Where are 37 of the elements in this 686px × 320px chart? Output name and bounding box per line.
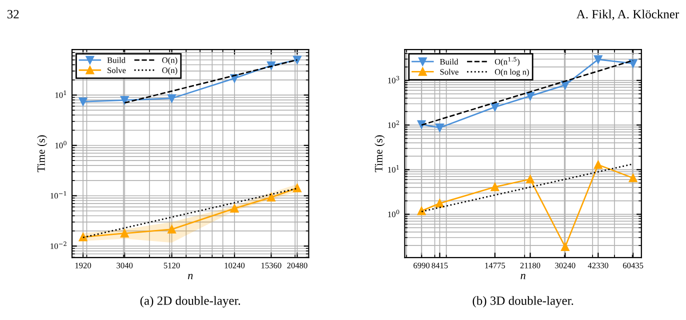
legend-label: Solve: [440, 68, 458, 75]
x-tick-label: 5120: [164, 262, 180, 268]
y-tick-label: 10$^{−1}$: [50, 191, 66, 199]
y-axis-title: Time (s): [374, 135, 385, 172]
y-tick-label: 10$^{1}$: [55, 90, 66, 98]
y-tick-label: 10$^{1}$: [388, 165, 399, 173]
x-tick-label: 20480: [287, 262, 308, 268]
x-tick-label: 30240: [555, 262, 576, 268]
x-tick-label: 6990: [414, 262, 430, 268]
x-tick-label: 8415: [432, 262, 448, 268]
x-tick-label: 1920: [75, 262, 92, 268]
x-tick-label: 14775: [485, 262, 506, 268]
y-axis-title: Time (s): [37, 135, 48, 172]
text: (a) 2D double-layer.: [140, 296, 240, 308]
text: (b) 3D double-layer.: [472, 296, 574, 308]
x-tick-label: 3040: [116, 262, 133, 268]
x-axis-title: n: [188, 274, 193, 280]
text: 32: [7, 10, 19, 18]
x-tick-label: 21180: [520, 262, 540, 268]
text: A. Fikl, A. Klöckner: [576, 10, 680, 20]
legend-label: O(n$^{1.5}$): [494, 57, 520, 66]
x-tick-label: 10240: [224, 262, 245, 268]
x-tick-label: 60435: [623, 262, 644, 268]
y-tick-label: 10$^{3}$: [388, 76, 400, 84]
legend-label: Solve: [108, 67, 126, 74]
x-tick-label: 15360: [262, 262, 282, 268]
x-tick-label: 42330: [588, 262, 608, 268]
x-axis-title: n: [520, 274, 526, 280]
legend-label: Build: [107, 57, 126, 64]
y-tick-label: 10$^{0}$: [388, 210, 400, 218]
legend-label: O(n): [162, 67, 178, 75]
y-tick-label: 10$^{−2}$: [50, 242, 66, 249]
legend-label: O(n): [162, 57, 178, 65]
legend-label: O(n log n): [494, 68, 529, 76]
y-tick-label: 10$^{0}$: [55, 140, 66, 148]
legend-label: Build: [440, 58, 458, 65]
y-tick-label: 10$^{2}$: [388, 120, 400, 128]
